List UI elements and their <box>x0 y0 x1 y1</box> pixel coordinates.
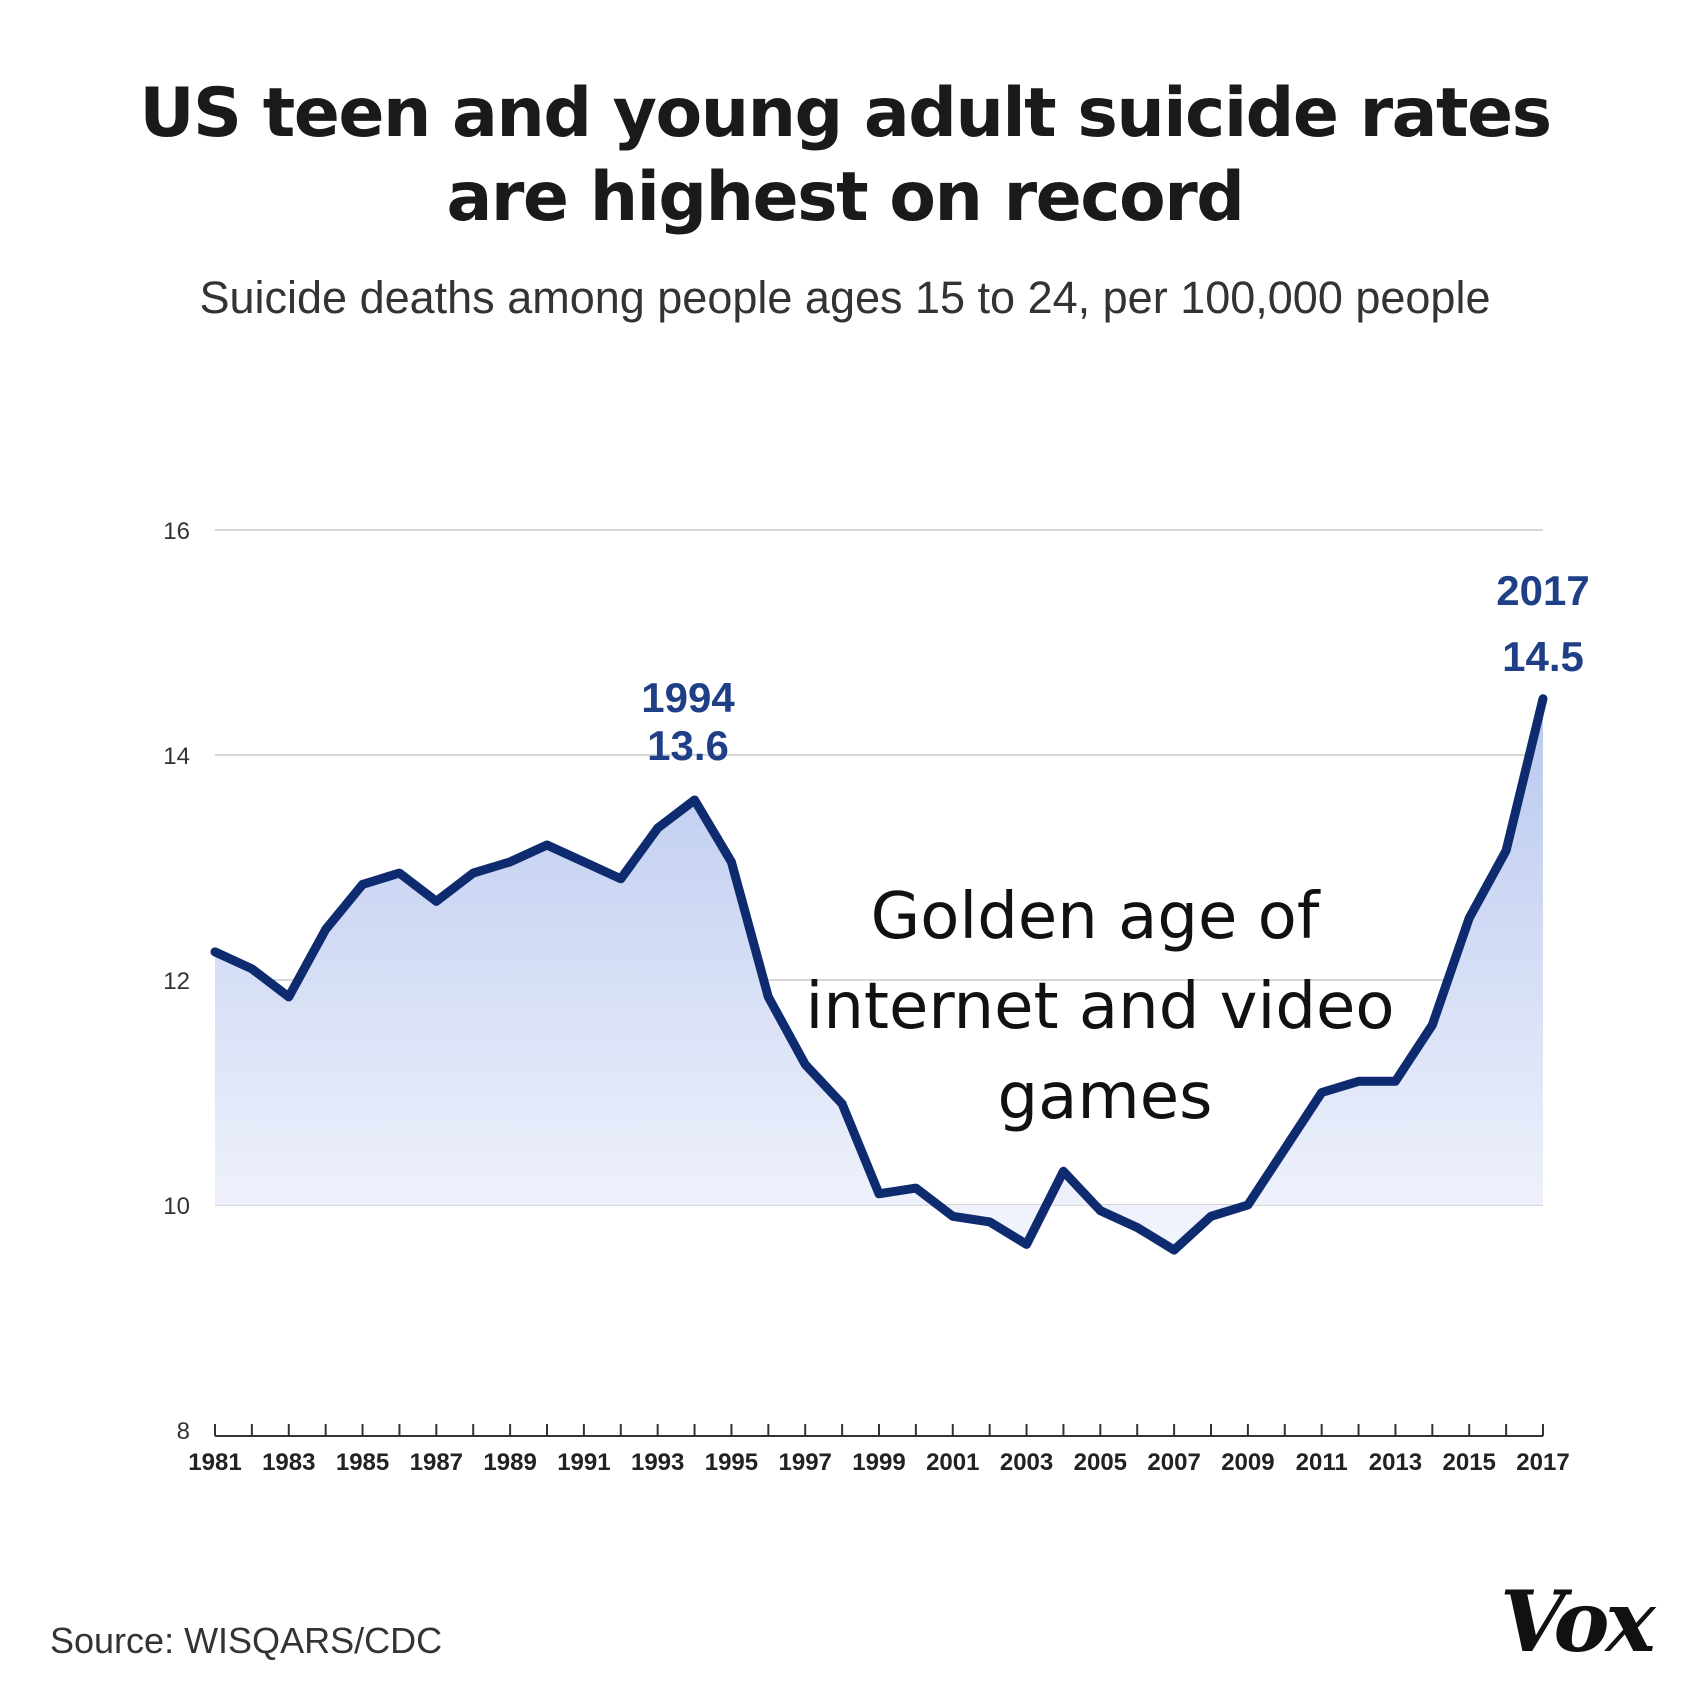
x-tick-label-2005: 2005 <box>1074 1449 1127 1476</box>
data-point-1986 <box>396 870 403 877</box>
annotation-2017-year: 2017 <box>1496 567 1589 614</box>
data-point-2009 <box>1244 1202 1251 1208</box>
data-point-2008 <box>1208 1213 1214 1220</box>
data-point-1990 <box>544 842 550 848</box>
x-tick-label-1989: 1989 <box>483 1449 536 1476</box>
data-point-1987 <box>433 898 440 905</box>
data-point-2002 <box>986 1218 993 1225</box>
data-point-1985 <box>359 881 366 888</box>
data-point-1981 <box>212 948 218 955</box>
data-point-1989 <box>507 858 514 865</box>
x-tick-label-1993: 1993 <box>631 1449 684 1476</box>
x-axis: 1981 1983 1985 1987 1989 1991 1993 1995 1997 1999… <box>188 1424 1570 1476</box>
x-tick-label-2007: 2007 <box>1147 1449 1200 1476</box>
data-point-1997 <box>802 1061 809 1068</box>
area-fill <box>215 698 1543 1250</box>
data-point-2003 <box>1023 1241 1030 1248</box>
x-tick-label-1999: 1999 <box>852 1449 905 1476</box>
data-point-1995 <box>728 858 735 865</box>
data-point-2000 <box>912 1185 919 1192</box>
vox-logo: Vox <box>1500 1572 1656 1671</box>
chart-title-line-1: US teen and young adult suicide rates <box>139 74 1552 153</box>
data-point-2011 <box>1318 1089 1325 1096</box>
x-tick-label-2015: 2015 <box>1443 1449 1496 1476</box>
x-tick-label-1995: 1995 <box>705 1449 758 1476</box>
y-tick-label-8: 8 <box>177 1418 190 1445</box>
x-tick-label-2009: 2009 <box>1221 1449 1274 1476</box>
data-point-1983 <box>285 993 292 1000</box>
y-tick-label-12: 12 <box>163 968 190 995</box>
data-point-2013 <box>1392 1078 1399 1085</box>
data-point-2004 <box>1060 1168 1067 1175</box>
data-point-1991 <box>580 858 587 865</box>
overlay-text-line-3: games <box>998 1060 1213 1134</box>
chart-subtitle: Suicide deaths among people ages 15 to 2… <box>199 272 1491 323</box>
data-point-2010 <box>1281 1145 1288 1152</box>
x-tick-label-2013: 2013 <box>1369 1449 1422 1476</box>
data-point-1982 <box>248 965 255 972</box>
y-axis: 8 10 12 14 16 <box>163 518 190 1445</box>
x-tick-label-1987: 1987 <box>410 1449 463 1476</box>
data-point-1984 <box>322 926 329 933</box>
overlay-text-line-2: internet and video <box>806 970 1395 1044</box>
data-point-1996 <box>765 993 772 1000</box>
annotation-1994-year: 1994 <box>641 674 735 721</box>
chart-title: US teen and young adult suicide rates ar… <box>0 72 1690 240</box>
chart-title-line-2: are highest on record <box>446 158 1245 237</box>
data-point-2005 <box>1097 1207 1104 1214</box>
data-point-2016 <box>1503 847 1510 854</box>
x-tick-label-2017: 2017 <box>1516 1449 1569 1476</box>
data-point-2015 <box>1466 915 1473 922</box>
x-tick-label-2001: 2001 <box>926 1449 979 1476</box>
data-point-2014 <box>1429 1022 1436 1028</box>
data-point-2001 <box>949 1213 956 1220</box>
data-point-1988 <box>470 870 477 877</box>
x-tick-label-1983: 1983 <box>262 1449 315 1476</box>
data-point-2017 <box>1540 695 1546 702</box>
y-tick-label-16: 16 <box>163 518 190 545</box>
data-point-1998 <box>839 1100 846 1107</box>
data-point-1993 <box>654 825 661 832</box>
x-tick-label-1981: 1981 <box>188 1449 241 1476</box>
x-tick-label-2011: 2011 <box>1296 1449 1348 1476</box>
data-point-1992 <box>617 875 624 882</box>
data-point-1999 <box>876 1190 882 1197</box>
series-points <box>212 695 1546 1253</box>
overlay-text-line-1: Golden age of <box>871 880 1321 954</box>
x-tick-label-1997: 1997 <box>779 1449 832 1476</box>
x-tick-label-2003: 2003 <box>1000 1449 1053 1476</box>
x-tick-label-1985: 1985 <box>336 1449 389 1476</box>
y-tick-label-14: 14 <box>163 743 190 770</box>
data-point-1994 <box>691 797 698 803</box>
data-point-2012 <box>1355 1078 1362 1085</box>
y-tick-label-10: 10 <box>163 1193 190 1220</box>
source-note: Source: WISQARS/CDC <box>50 1620 443 1661</box>
data-point-2007 <box>1171 1247 1178 1253</box>
x-tick-label-1991: 1991 <box>557 1449 610 1476</box>
annotation-2017-value: 14.5 <box>1502 633 1584 680</box>
annotation-1994-value: 13.6 <box>647 722 729 769</box>
data-point-2006 <box>1134 1224 1141 1231</box>
